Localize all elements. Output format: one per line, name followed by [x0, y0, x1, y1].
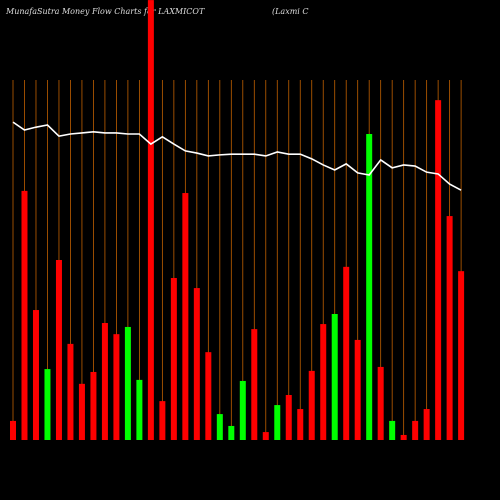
bar	[10, 420, 16, 440]
bar	[32, 310, 39, 440]
chart-title: MunafaSutra Money Flow Charts for LAXMIC…	[5, 7, 205, 16]
bar	[458, 271, 465, 440]
bar	[193, 288, 200, 440]
bar	[435, 100, 442, 440]
bar	[320, 324, 327, 440]
bar	[44, 369, 51, 440]
bar	[113, 334, 120, 440]
bar	[67, 343, 74, 440]
bar	[78, 383, 85, 440]
bar	[21, 190, 28, 440]
bar	[262, 432, 269, 440]
bar	[136, 379, 143, 440]
bar	[101, 323, 108, 440]
bar	[400, 434, 407, 440]
bar	[285, 395, 292, 440]
bar	[343, 266, 350, 440]
bar	[124, 326, 131, 440]
bar	[170, 278, 177, 440]
bar	[228, 425, 235, 440]
bar	[274, 405, 281, 440]
bar	[239, 380, 246, 440]
bar	[205, 352, 212, 440]
bar	[55, 260, 62, 440]
bar	[331, 314, 338, 440]
bar	[297, 409, 304, 440]
bar	[377, 366, 384, 440]
bar	[147, 0, 154, 441]
bar	[412, 420, 419, 440]
bar	[182, 193, 189, 440]
bar	[366, 134, 373, 440]
bar	[159, 401, 166, 440]
bar	[389, 420, 396, 440]
line	[12, 121, 462, 191]
chart-subtitle: (Laxmi C	[272, 7, 309, 16]
bar	[90, 371, 97, 440]
bar	[446, 216, 453, 440]
bar	[308, 370, 315, 440]
bar	[251, 329, 258, 440]
bar	[423, 409, 430, 440]
bar	[354, 339, 361, 440]
bar	[216, 414, 223, 440]
